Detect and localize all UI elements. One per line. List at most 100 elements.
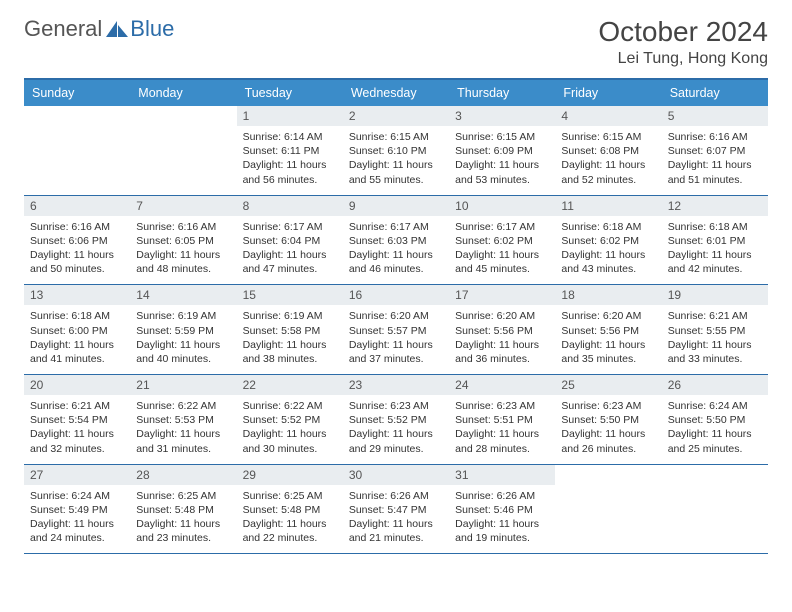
day-daylight2: and 25 minutes. [668, 442, 762, 456]
day-daylight1: Daylight: 11 hours [30, 427, 124, 441]
page-title: October 2024 [598, 16, 768, 48]
day-sunset: Sunset: 5:54 PM [30, 413, 124, 427]
day-daylight2: and 38 minutes. [243, 352, 337, 366]
day-number [662, 465, 768, 471]
day-sunrise: Sunrise: 6:22 AM [243, 399, 337, 413]
day-daylight1: Daylight: 11 hours [561, 427, 655, 441]
day-sunset: Sunset: 5:52 PM [243, 413, 337, 427]
day-number: 3 [449, 106, 555, 126]
day-sunset: Sunset: 6:05 PM [136, 234, 230, 248]
day-sunrise: Sunrise: 6:15 AM [455, 130, 549, 144]
day-sunset: Sunset: 6:00 PM [30, 324, 124, 338]
day-sunrise: Sunrise: 6:19 AM [136, 309, 230, 323]
day-sunrise: Sunrise: 6:23 AM [349, 399, 443, 413]
day-sunset: Sunset: 6:06 PM [30, 234, 124, 248]
day-cell: 27Sunrise: 6:24 AMSunset: 5:49 PMDayligh… [24, 465, 130, 554]
brand-part1: General [24, 16, 102, 41]
day-cell: 16Sunrise: 6:20 AMSunset: 5:57 PMDayligh… [343, 285, 449, 374]
week-row: 20Sunrise: 6:21 AMSunset: 5:54 PMDayligh… [24, 375, 768, 465]
day-daylight2: and 52 minutes. [561, 173, 655, 187]
day-daylight2: and 43 minutes. [561, 262, 655, 276]
day-daylight1: Daylight: 11 hours [243, 338, 337, 352]
day-sunrise: Sunrise: 6:16 AM [668, 130, 762, 144]
day-daylight2: and 37 minutes. [349, 352, 443, 366]
day-number: 19 [662, 285, 768, 305]
day-daylight1: Daylight: 11 hours [455, 517, 549, 531]
day-sunrise: Sunrise: 6:18 AM [561, 220, 655, 234]
day-number: 12 [662, 196, 768, 216]
empty-cell [24, 106, 130, 195]
day-sunset: Sunset: 6:08 PM [561, 144, 655, 158]
day-cell: 3Sunrise: 6:15 AMSunset: 6:09 PMDaylight… [449, 106, 555, 195]
day-daylight2: and 30 minutes. [243, 442, 337, 456]
day-cell: 23Sunrise: 6:23 AMSunset: 5:52 PMDayligh… [343, 375, 449, 464]
day-cell: 24Sunrise: 6:23 AMSunset: 5:51 PMDayligh… [449, 375, 555, 464]
day-sunrise: Sunrise: 6:25 AM [243, 489, 337, 503]
day-daylight1: Daylight: 11 hours [243, 427, 337, 441]
day-number: 8 [237, 196, 343, 216]
day-cell: 25Sunrise: 6:23 AMSunset: 5:50 PMDayligh… [555, 375, 661, 464]
day-daylight1: Daylight: 11 hours [349, 338, 443, 352]
dow-mon: Monday [130, 80, 236, 106]
day-daylight1: Daylight: 11 hours [30, 517, 124, 531]
day-number: 9 [343, 196, 449, 216]
day-number: 27 [24, 465, 130, 485]
day-daylight2: and 19 minutes. [455, 531, 549, 545]
day-daylight1: Daylight: 11 hours [349, 248, 443, 262]
day-sunset: Sunset: 5:50 PM [561, 413, 655, 427]
day-cell: 13Sunrise: 6:18 AMSunset: 6:00 PMDayligh… [24, 285, 130, 374]
day-sunset: Sunset: 5:59 PM [136, 324, 230, 338]
dow-row: Sunday Monday Tuesday Wednesday Thursday… [24, 80, 768, 106]
day-number: 22 [237, 375, 343, 395]
day-cell: 17Sunrise: 6:20 AMSunset: 5:56 PMDayligh… [449, 285, 555, 374]
day-sunset: Sunset: 6:02 PM [455, 234, 549, 248]
day-daylight2: and 47 minutes. [243, 262, 337, 276]
day-daylight2: and 31 minutes. [136, 442, 230, 456]
day-number: 16 [343, 285, 449, 305]
header: General Blue October 2024 Lei Tung, Hong… [24, 16, 768, 68]
day-daylight1: Daylight: 11 hours [455, 427, 549, 441]
day-sunrise: Sunrise: 6:26 AM [349, 489, 443, 503]
day-sunset: Sunset: 6:04 PM [243, 234, 337, 248]
day-daylight2: and 50 minutes. [30, 262, 124, 276]
day-number: 18 [555, 285, 661, 305]
day-cell: 8Sunrise: 6:17 AMSunset: 6:04 PMDaylight… [237, 196, 343, 285]
day-sunrise: Sunrise: 6:18 AM [668, 220, 762, 234]
day-number: 20 [24, 375, 130, 395]
day-cell: 22 Sunrise: 6:22 AMSunset: 5:52 PMDayligh… [237, 375, 343, 464]
week-row: 6Sunrise: 6:16 AMSunset: 6:06 PMDaylight… [24, 196, 768, 286]
dow-fri: Friday [555, 80, 661, 106]
day-sunset: Sunset: 5:57 PM [349, 324, 443, 338]
day-sunrise: Sunrise: 6:15 AM [349, 130, 443, 144]
day-cell: 2Sunrise: 6:15 AMSunset: 6:10 PMDaylight… [343, 106, 449, 195]
day-sunset: Sunset: 5:48 PM [243, 503, 337, 517]
sail-icon [106, 21, 128, 37]
day-sunrise: Sunrise: 6:20 AM [561, 309, 655, 323]
day-sunrise: Sunrise: 6:26 AM [455, 489, 549, 503]
day-sunset: Sunset: 6:09 PM [455, 144, 549, 158]
day-number: 4 [555, 106, 661, 126]
day-number: 2 [343, 106, 449, 126]
day-daylight2: and 24 minutes. [30, 531, 124, 545]
day-sunset: Sunset: 5:48 PM [136, 503, 230, 517]
brand-logo: General Blue [24, 16, 174, 42]
day-daylight2: and 45 minutes. [455, 262, 549, 276]
day-daylight1: Daylight: 11 hours [136, 427, 230, 441]
day-daylight2: and 29 minutes. [349, 442, 443, 456]
day-sunrise: Sunrise: 6:19 AM [243, 309, 337, 323]
day-daylight1: Daylight: 11 hours [668, 338, 762, 352]
day-daylight2: and 28 minutes. [455, 442, 549, 456]
day-daylight1: Daylight: 11 hours [668, 248, 762, 262]
day-daylight1: Daylight: 11 hours [136, 517, 230, 531]
day-number: 30 [343, 465, 449, 485]
day-cell: 5Sunrise: 6:16 AMSunset: 6:07 PMDaylight… [662, 106, 768, 195]
day-daylight2: and 21 minutes. [349, 531, 443, 545]
day-sunset: Sunset: 5:53 PM [136, 413, 230, 427]
day-number [130, 106, 236, 112]
day-number: 28 [130, 465, 236, 485]
day-sunrise: Sunrise: 6:22 AM [136, 399, 230, 413]
day-sunset: Sunset: 5:52 PM [349, 413, 443, 427]
day-number: 1 [237, 106, 343, 126]
dow-thu: Thursday [449, 80, 555, 106]
day-number: 14 [130, 285, 236, 305]
